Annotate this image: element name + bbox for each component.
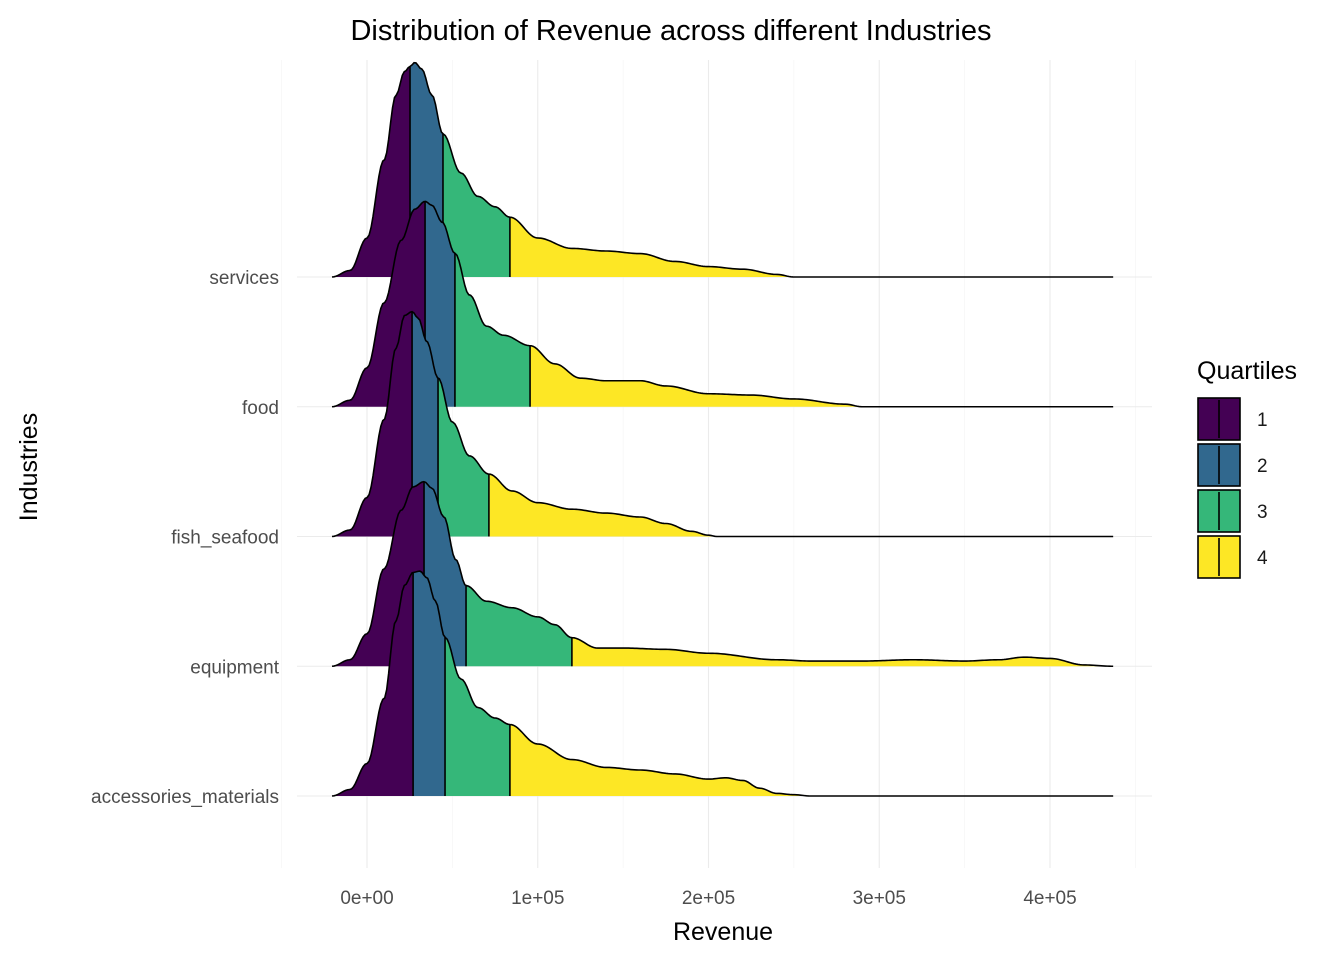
x-tick-label: 4e+05	[1023, 888, 1076, 909]
quartile-4-area	[571, 637, 1114, 667]
y-tick-label: fish_seafood	[171, 528, 279, 549]
legend: Quartiles 1 2 3 4	[1197, 357, 1297, 579]
quartile-1-area	[332, 572, 414, 796]
density-outline	[331, 570, 1114, 797]
density-outline	[331, 61, 1114, 278]
quartile-2-area	[412, 311, 439, 537]
chart-title: Distribution of Revenue across different…	[350, 15, 991, 47]
y-tick-label: equipment	[190, 657, 279, 678]
quartile-2-area	[425, 201, 455, 407]
quartile-3-area	[454, 253, 531, 407]
legend-item-4: 4	[1197, 535, 1268, 579]
quartile-3-area	[442, 134, 510, 277]
y-tick-label: food	[242, 398, 279, 419]
quartile-3-area	[466, 585, 572, 667]
ridge-accessories_materials	[331, 570, 1114, 797]
legend-label: 3	[1257, 502, 1268, 523]
quartile-4-area	[530, 345, 1114, 407]
y-tick-label: accessories_materials	[91, 787, 279, 808]
ridge-fish_seafood	[331, 310, 1114, 538]
y-axis-title: Industries	[15, 413, 43, 521]
density-outline	[331, 480, 1114, 668]
x-axis-title: Revenue	[673, 918, 773, 946]
x-axis-tick-labels: 0e+00 1e+05 2e+05 3e+05 4e+05	[340, 888, 1076, 909]
x-tick-label: 1e+05	[511, 888, 564, 909]
quartile-2-area	[413, 571, 446, 796]
quartile-1-area	[332, 311, 413, 537]
quartile-4-area	[509, 217, 1114, 277]
legend-item-3: 3	[1197, 489, 1268, 533]
x-tick-label: 3e+05	[853, 888, 906, 909]
x-tick-label: 2e+05	[682, 888, 735, 909]
legend-label: 1	[1257, 410, 1268, 431]
quartile-3-area	[445, 637, 510, 796]
quartile-1-area	[332, 66, 411, 278]
y-axis-tick-labels: accessories_materials equipment fish_seafo…	[91, 268, 280, 808]
quartile-4-area	[488, 474, 1114, 537]
density-outline	[331, 200, 1114, 408]
legend-item-2: 2	[1197, 443, 1268, 487]
x-tick-label: 0e+00	[340, 888, 393, 909]
quartile-3-area	[438, 377, 489, 537]
legend-label: 2	[1257, 456, 1268, 477]
density-outline	[331, 310, 1114, 538]
y-tick-label: services	[209, 268, 279, 289]
ridges	[331, 61, 1114, 797]
legend-item-1: 1	[1197, 397, 1268, 441]
legend-label: 4	[1257, 548, 1268, 569]
legend-title: Quartiles	[1197, 357, 1297, 385]
quartile-4-area	[509, 724, 1114, 796]
